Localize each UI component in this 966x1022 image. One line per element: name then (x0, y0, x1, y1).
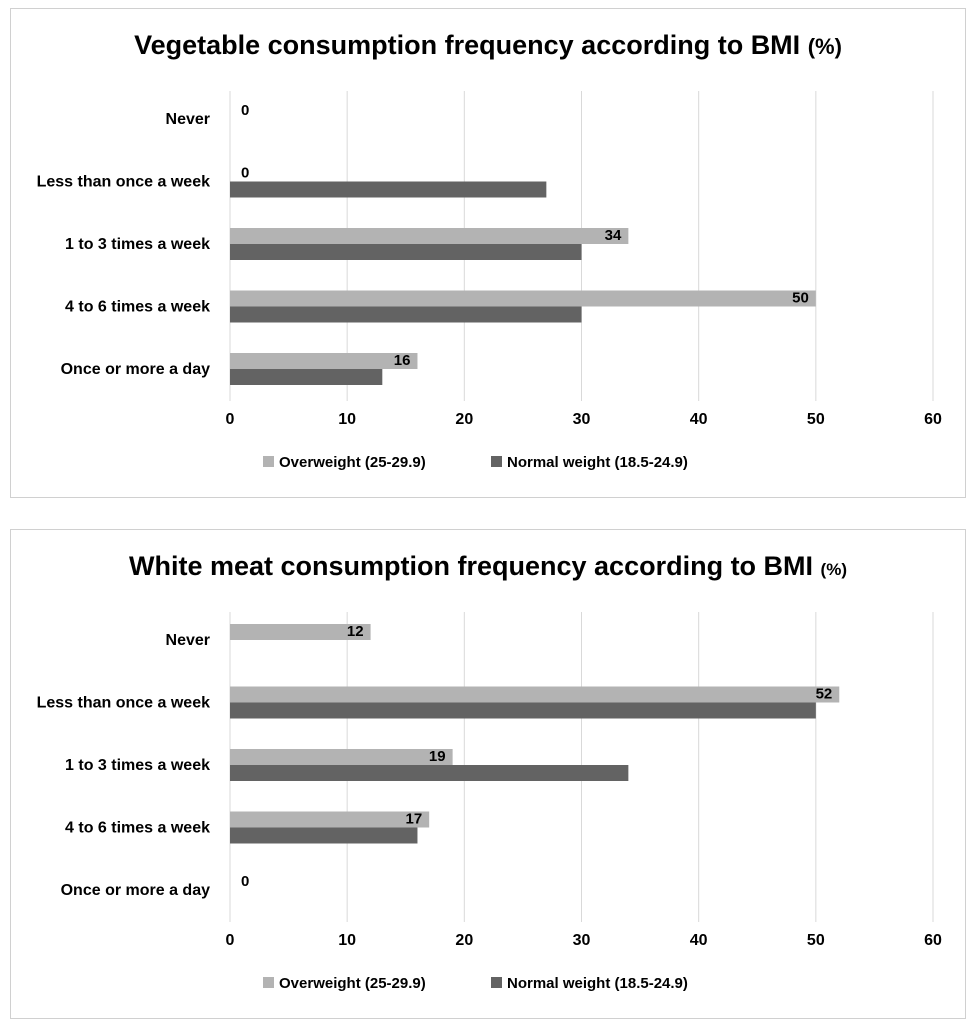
legend-swatch-normal-weight (491, 456, 502, 467)
category-label: 4 to 6 times a week (65, 299, 210, 316)
x-tick-label: 60 (924, 411, 942, 428)
x-tick-label: 0 (226, 932, 235, 949)
data-label: 0 (241, 873, 249, 890)
legend-swatch-normal-weight (491, 977, 502, 988)
bar-overweight (230, 290, 816, 307)
bar-overweight (230, 749, 453, 765)
category-label: Once or more a day (61, 361, 210, 378)
category-label: 1 to 3 times a week (65, 236, 210, 253)
bar-normal-weight (230, 765, 629, 781)
bar-overweight (230, 686, 840, 703)
data-label: 50 (792, 290, 809, 307)
white-meat-chart-panel: White meat consumption frequency accordi… (10, 529, 966, 1019)
category-label: Once or more a day (61, 882, 210, 899)
chart-title: Vegetable consumption frequency accordin… (134, 30, 842, 60)
data-label: 19 (429, 748, 446, 765)
x-tick-label: 50 (807, 932, 825, 949)
x-tick-label: 60 (924, 932, 942, 949)
category-label: 1 to 3 times a week (65, 757, 210, 774)
vegetable-chart: Vegetable consumption frequency accordin… (37, 30, 942, 471)
x-tick-label: 20 (455, 411, 473, 428)
legend-label: Overweight (25-29.9) (279, 454, 426, 471)
legend-label: Normal weight (18.5-24.9) (507, 454, 688, 471)
data-label: 52 (816, 686, 833, 703)
data-label: 34 (605, 227, 622, 244)
legend-label: Normal weight (18.5-24.9) (507, 975, 688, 992)
chart-title-unit: (%) (808, 34, 842, 59)
category-label: Less than once a week (37, 695, 211, 712)
data-label: 0 (241, 165, 249, 182)
bar-normal-weight (230, 369, 383, 385)
category-label: Less than once a week (37, 174, 211, 191)
x-tick-label: 10 (338, 411, 356, 428)
chart-title-unit: (%) (821, 560, 847, 579)
bar-overweight (230, 228, 629, 244)
bar-overweight (230, 811, 430, 828)
bar-normal-weight (230, 244, 582, 260)
data-label: 12 (347, 623, 364, 640)
category-label: Never (166, 111, 210, 128)
data-label: 16 (394, 352, 411, 369)
legend-swatch-overweight (263, 456, 274, 467)
bar-overweight (230, 624, 371, 640)
x-tick-label: 20 (455, 932, 473, 949)
data-label: 0 (241, 102, 249, 119)
chart-title: White meat consumption frequency accordi… (129, 551, 847, 581)
legend-swatch-overweight (263, 977, 274, 988)
chart-title-main: Vegetable consumption frequency accordin… (134, 30, 808, 60)
chart-title-main: White meat consumption frequency accordi… (129, 551, 821, 581)
data-label: 17 (405, 811, 422, 828)
vegetable-chart-panel: Vegetable consumption frequency accordin… (10, 8, 966, 498)
white-meat-chart: White meat consumption frequency accordi… (37, 551, 942, 992)
x-tick-label: 0 (226, 411, 235, 428)
x-tick-label: 30 (573, 932, 591, 949)
bar-overweight (230, 353, 418, 369)
bar-normal-weight (230, 306, 582, 323)
x-tick-label: 10 (338, 932, 356, 949)
bar-normal-weight (230, 702, 816, 719)
x-tick-label: 40 (690, 411, 708, 428)
x-tick-label: 50 (807, 411, 825, 428)
category-label: Never (166, 632, 210, 649)
x-tick-label: 40 (690, 932, 708, 949)
bar-normal-weight (230, 181, 547, 198)
bar-normal-weight (230, 827, 418, 844)
x-tick-label: 30 (573, 411, 591, 428)
category-label: 4 to 6 times a week (65, 820, 210, 837)
legend-label: Overweight (25-29.9) (279, 975, 426, 992)
